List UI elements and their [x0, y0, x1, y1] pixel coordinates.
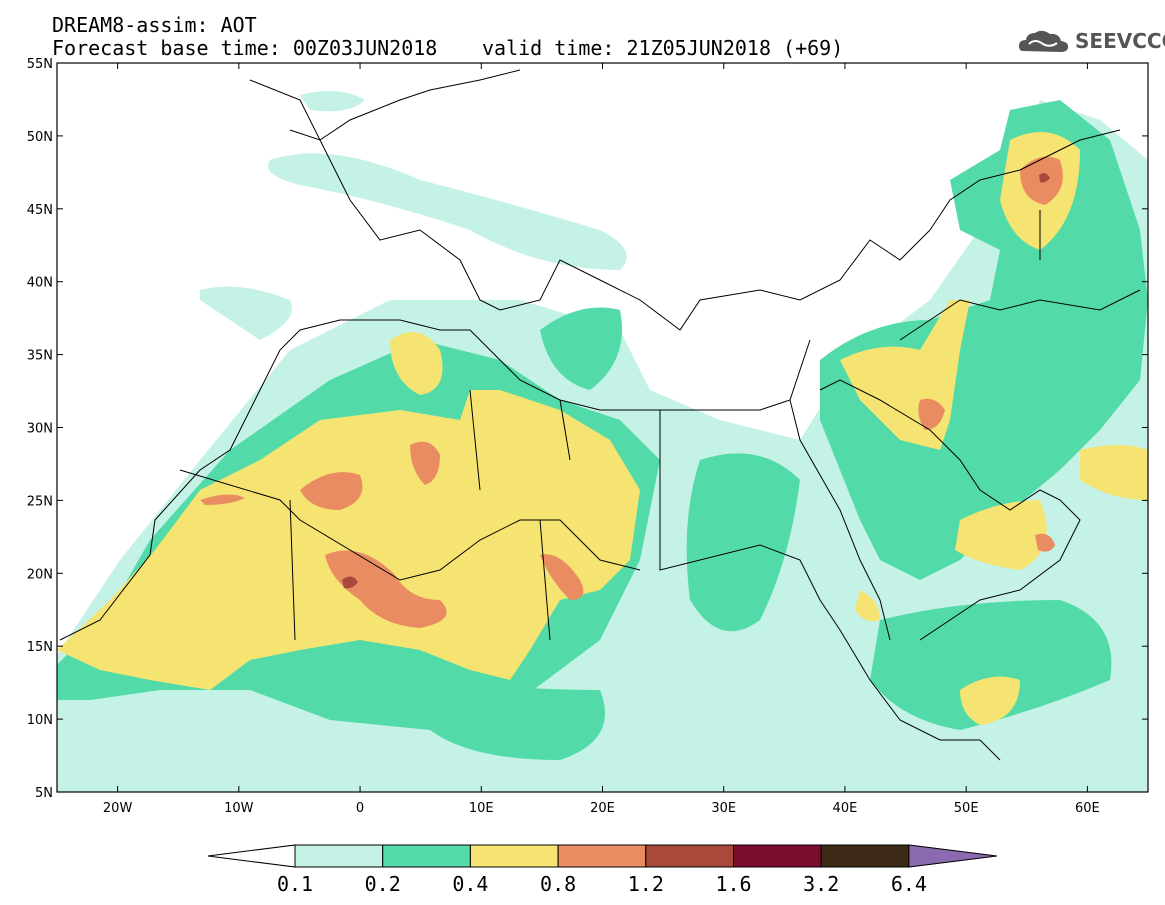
aot-band-1.2 — [342, 173, 1050, 589]
colorbar-label: 0.8 — [540, 872, 576, 896]
colorbar-label: 1.6 — [715, 872, 751, 896]
colorbar-label: 3.2 — [803, 872, 839, 896]
lon-tick-label: 0 — [356, 801, 364, 816]
valid-time: valid time: 21Z05JUN2018 (+69) — [482, 36, 844, 60]
lat-tick-label: 15N — [27, 640, 53, 655]
lat-tick-label: 50N — [27, 130, 53, 145]
colorbar-label: 6.4 — [891, 872, 927, 896]
colorbar-swatch — [469, 844, 559, 868]
cloud-icon — [1019, 30, 1069, 52]
lat-tick-label: 30N — [27, 422, 53, 437]
lon-tick-label: 20E — [590, 801, 615, 816]
forecast-base-time: Forecast base time: 00Z03JUN2018 — [52, 36, 438, 60]
aot-band-0.8 — [200, 156, 1063, 628]
colorbar-swatch — [382, 844, 471, 868]
colorbar-label: 1.2 — [628, 872, 664, 896]
latitude-axis: 55N 50N 45N 40N 35N 30N 25N 20N 15N 10N 5N — [27, 57, 1148, 801]
lon-tick-label: 50E — [954, 801, 979, 816]
colorbar-swatch — [645, 844, 734, 868]
lon-tick-label: 60E — [1075, 801, 1100, 816]
lat-tick-label: 10N — [27, 713, 53, 728]
map-title: DREAM8-assim: AOT — [52, 13, 257, 37]
seevccc-logo: SEEVCCC — [1075, 29, 1165, 53]
aot-map: 20W 10W 0 10E 20E 30E 40E 50E 60E 55N 50N 45N 40N 35… — [27, 57, 1149, 816]
lon-tick-label: 10E — [469, 801, 494, 816]
lon-tick-label: 30E — [711, 801, 736, 816]
lon-tick-label: 20W — [103, 801, 133, 816]
lat-tick-label: 20N — [27, 567, 53, 582]
colorbar-label: 0.2 — [365, 872, 401, 896]
lat-tick-label: 35N — [27, 349, 53, 364]
colorbar-label: 0.4 — [452, 872, 488, 896]
lon-tick-label: 40E — [833, 801, 858, 816]
lat-tick-label: 45N — [27, 203, 53, 218]
lat-tick-label: 5N — [35, 786, 53, 801]
longitude-axis: 20W 10W 0 10E 20E 30E 40E 50E 60E — [103, 63, 1100, 816]
colorbar-label: 0.1 — [277, 872, 313, 896]
colorbar: 0.1 0.2 0.4 0.8 1.2 1.6 3.2 6.4 — [207, 844, 997, 896]
colorbar-swatch — [733, 844, 822, 868]
colorbar-swatch — [294, 844, 384, 868]
colorbar-low-arrow — [207, 844, 296, 868]
lat-tick-label: 40N — [27, 276, 53, 291]
coastlines — [59, 69, 1141, 761]
colorbar-swatch — [557, 844, 647, 868]
colorbar-high-arrow — [908, 844, 997, 868]
lat-tick-label: 55N — [27, 57, 53, 72]
lon-tick-label: 10W — [224, 801, 254, 816]
lat-tick-label: 25N — [27, 494, 53, 509]
colorbar-swatch — [820, 844, 910, 868]
